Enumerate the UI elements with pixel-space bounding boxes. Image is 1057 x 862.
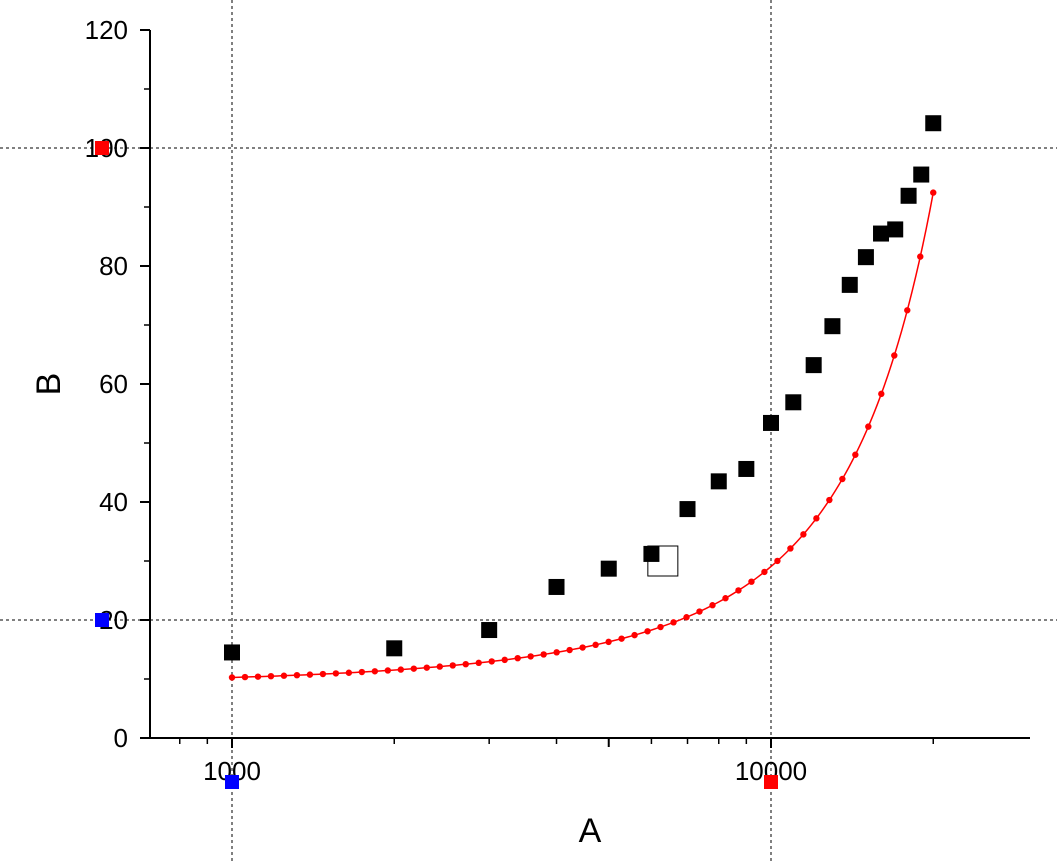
fit-curve-dot xyxy=(436,663,443,670)
fit-curve-dot xyxy=(800,531,807,538)
data-point-marker xyxy=(710,473,727,490)
x-axis-range-handle xyxy=(764,775,778,789)
fit-curve-layer xyxy=(231,192,934,679)
fit-curve-dot xyxy=(423,664,430,671)
fit-curve-dot xyxy=(878,390,885,398)
fit-curve-dot xyxy=(748,578,755,585)
data-point-marker xyxy=(548,578,565,595)
fit-curve-dot xyxy=(826,496,833,504)
fit-curve-dot xyxy=(631,631,638,639)
fit-curve-dot xyxy=(553,649,560,656)
data-point-marker xyxy=(386,640,403,657)
data-point-marker xyxy=(679,501,696,518)
data-point-marker xyxy=(857,249,874,266)
fit-curve-dot xyxy=(696,608,703,615)
fit-curve-dot xyxy=(579,644,586,651)
fit-curve-dot xyxy=(735,587,742,594)
data-point-marker xyxy=(841,276,858,293)
y-tick-label: 80 xyxy=(99,251,128,281)
fit-curve-dot xyxy=(787,545,794,552)
ticks-layer xyxy=(140,29,935,748)
fit-curve-dot xyxy=(839,475,846,483)
fit-curve-dot xyxy=(462,660,469,668)
tick-labels-layer: 020406080100120100010000 xyxy=(85,15,808,786)
data-point-marker xyxy=(738,460,755,477)
fit-curve-dot xyxy=(371,668,379,675)
data-point-marker xyxy=(600,560,617,577)
fit-curve-dot xyxy=(813,515,820,522)
fit-curve-dot xyxy=(683,614,690,621)
fit-curve-dot xyxy=(332,670,340,677)
fit-curve-dot xyxy=(761,568,768,576)
axes-layer xyxy=(149,30,1030,739)
data-point-marker xyxy=(481,622,498,639)
fit-curve-dot xyxy=(709,602,716,609)
y-tick-label: 60 xyxy=(99,369,128,399)
fit-curve-dot xyxy=(514,654,521,662)
fit-curve-dot xyxy=(618,635,625,642)
fit-curve-dot xyxy=(501,656,508,664)
data-point-marker xyxy=(805,357,822,374)
fit-curve-dot xyxy=(527,653,534,660)
fit-curve-dot xyxy=(241,673,249,681)
fit-curve-dot xyxy=(722,595,729,602)
x-axis-title: A xyxy=(579,812,602,850)
fit-curve-dot xyxy=(384,667,392,674)
fit-dots-layer xyxy=(228,189,937,681)
fit-curve-dot xyxy=(293,671,301,679)
fit-curve-dot xyxy=(358,668,366,676)
fit-curve-dot xyxy=(410,665,418,672)
fit-curve-dot xyxy=(566,646,573,654)
fit-curve-dot xyxy=(345,669,353,676)
hollow-square-marker xyxy=(647,545,679,577)
fit-curve-dot xyxy=(917,253,924,260)
y-tick-label: 120 xyxy=(85,15,128,45)
fit-curve-dot xyxy=(267,672,275,680)
y-tick-label: 40 xyxy=(99,487,128,517)
fit-curve-dot xyxy=(891,352,898,359)
fit-curve-dot xyxy=(540,651,547,658)
fit-curve-dot xyxy=(280,672,288,679)
fit-curve-dot xyxy=(306,671,314,678)
fit-curve-dot xyxy=(254,673,262,680)
fit-curve-dot xyxy=(904,307,911,314)
data-point-marker xyxy=(873,225,890,242)
y-axis-title: B xyxy=(30,373,68,396)
x-axis-range-handle xyxy=(225,775,239,789)
data-point-marker xyxy=(785,394,802,411)
data-point-marker xyxy=(913,166,930,183)
fit-curve-dot xyxy=(774,557,781,565)
fit-curve-dot xyxy=(865,423,872,430)
data-point-marker xyxy=(925,115,942,132)
annotations-layer xyxy=(95,141,778,789)
y-axis-range-handle xyxy=(95,141,109,155)
fit-curve-dot xyxy=(319,670,327,678)
fit-curve-dot xyxy=(397,666,405,673)
fit-curve-dot xyxy=(449,662,456,669)
fit-curve-dot xyxy=(670,619,677,626)
data-point-marker xyxy=(900,187,917,204)
fit-curve-dot xyxy=(592,641,599,649)
fit-curve-dot xyxy=(852,451,859,458)
fit-curve-dot xyxy=(605,638,612,646)
data-point-marker xyxy=(824,318,841,335)
fit-curve-line xyxy=(231,192,934,679)
fit-curve-dot xyxy=(228,674,236,681)
fit-curve-dot xyxy=(475,659,482,667)
fit-curve-dot xyxy=(488,658,495,665)
data-points-layer xyxy=(224,115,942,661)
fit-curve-dot xyxy=(657,623,664,631)
data-point-marker xyxy=(763,414,779,431)
data-point-marker xyxy=(643,545,660,562)
fit-curve-dot xyxy=(644,628,651,635)
fit-curve-dot xyxy=(930,189,937,196)
data-point-marker xyxy=(887,221,904,238)
data-point-marker xyxy=(224,644,240,661)
y-tick-label: 0 xyxy=(114,723,128,753)
y-axis-range-handle xyxy=(95,613,109,627)
